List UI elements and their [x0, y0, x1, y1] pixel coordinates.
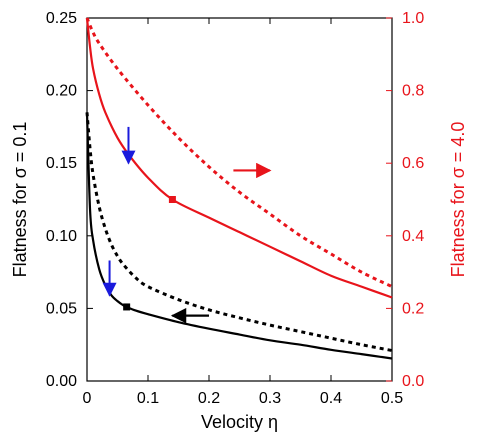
- sigma-4-0-solid-line: [85, 17, 393, 299]
- x-tick-label: 0.1: [137, 390, 159, 407]
- y-right-axis-title: Flatness for σ = 4.0: [448, 122, 468, 278]
- y-left-tick-label: 0.25: [46, 10, 77, 27]
- y-right-tick-label: 0.2: [402, 300, 424, 317]
- series-layer: [85, 17, 393, 360]
- axes: [86, 17, 393, 382]
- sigma-0-1-dotted-line: [85, 112, 393, 352]
- y-left-axis-title: Flatness for σ = 0.1: [10, 122, 30, 278]
- x-tick-label: 0.2: [198, 390, 220, 407]
- plot-frame: [86, 17, 393, 382]
- marker-layer: [123, 196, 176, 311]
- sigma-0-1-solid-line: [85, 112, 393, 360]
- x-tick-label: 0.5: [381, 390, 403, 407]
- x-tick-label: 0.3: [259, 390, 281, 407]
- annotation-layer: [102, 126, 272, 324]
- label-layer: 0 0.1 0.2 0.3 0.4 0.5 0.00 0.05 0.10 0.15 0.20 0.25…: [10, 10, 468, 432]
- y-left-tick-label: 0.15: [46, 155, 77, 172]
- y-left-tick-label: 0.05: [46, 300, 77, 317]
- y-right-tick-label: 0.8: [402, 83, 424, 100]
- x-axis-title: Velocity η: [201, 412, 278, 432]
- y-right-tick-label: 0.0: [402, 373, 424, 390]
- y-left-tick-label: 0.00: [46, 373, 77, 390]
- sigma-0-1-square-marker: [123, 303, 131, 311]
- y-right-tick-label: 0.6: [402, 155, 424, 172]
- x-tick-label: 0: [83, 390, 92, 407]
- sigma-4-0-dotted-line: [85, 17, 393, 288]
- y-left-tick-label: 0.10: [46, 228, 77, 245]
- sigma-4-0-square-marker: [168, 196, 176, 203]
- x-tick-label: 0.4: [320, 390, 342, 407]
- y-left-tick-label: 0.20: [46, 83, 77, 100]
- y-right-tick-label: 1.0: [402, 10, 424, 27]
- y-right-tick-label: 0.4: [402, 228, 424, 245]
